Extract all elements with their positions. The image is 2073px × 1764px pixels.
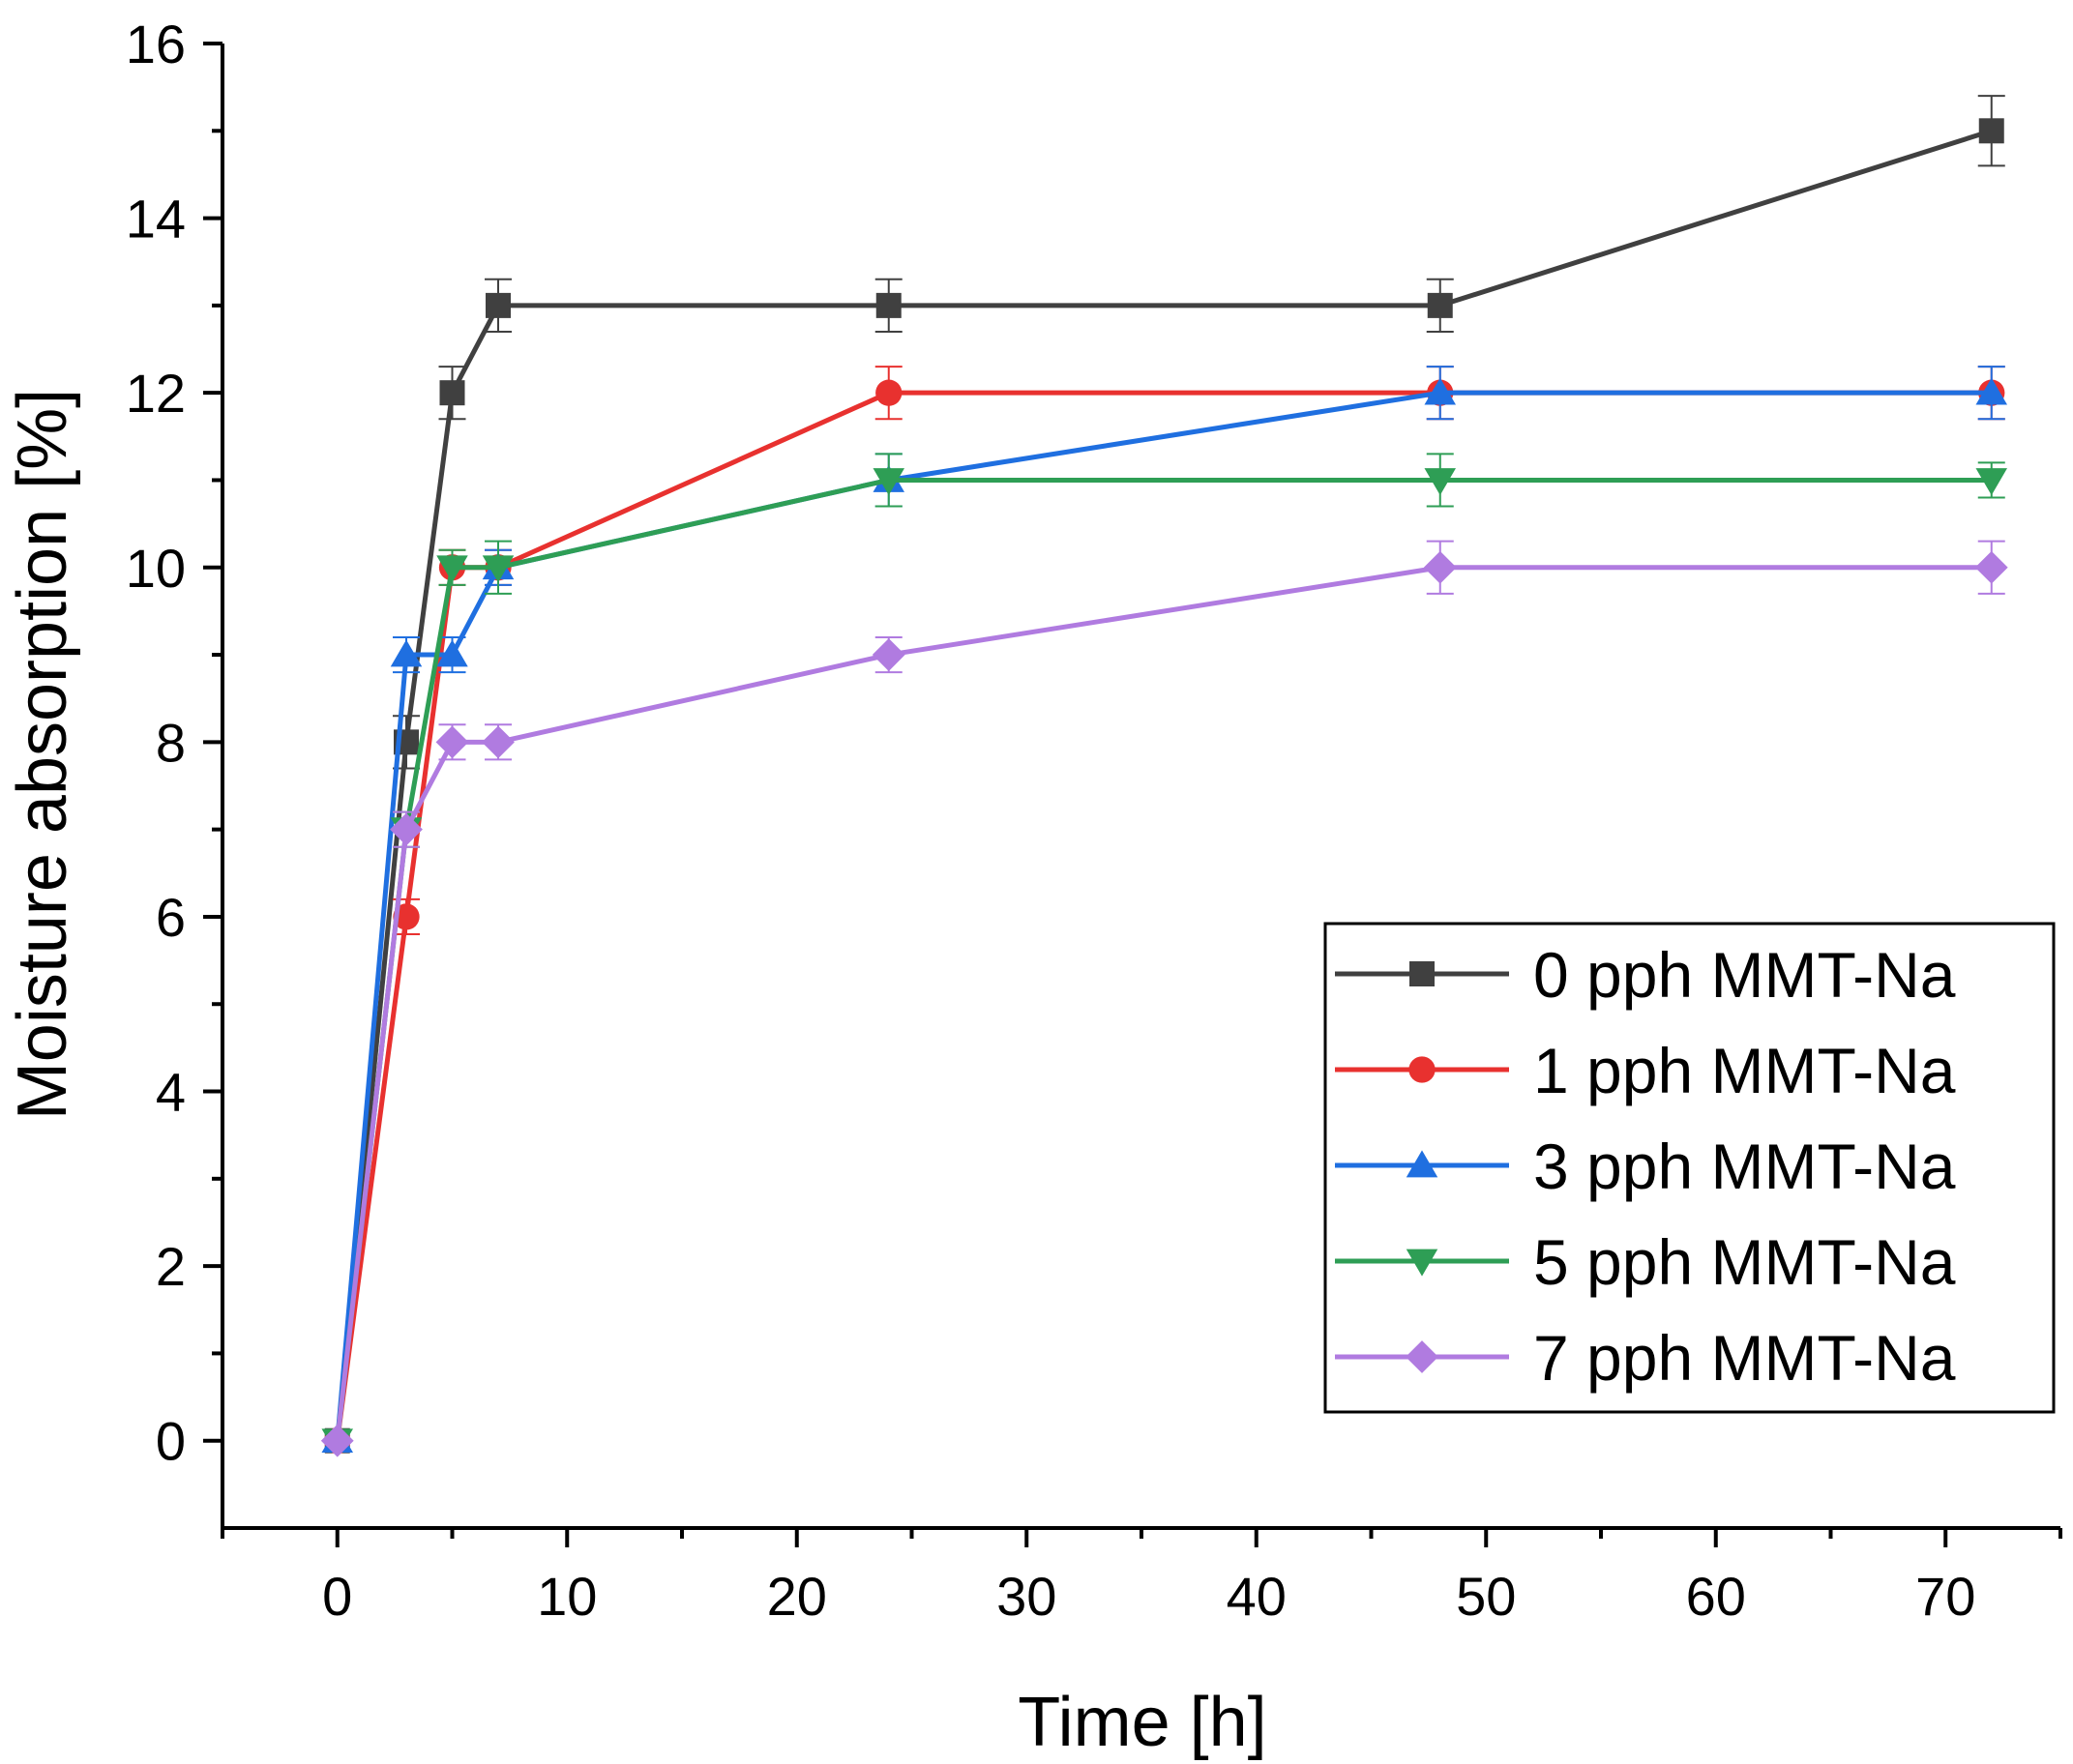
data-point — [875, 379, 903, 406]
x-tick-label: 10 — [537, 1566, 597, 1627]
legend-marker — [1406, 1249, 1438, 1277]
data-point — [1424, 377, 1456, 405]
axes: 0 10 20 30 40 50 60 70 0 2 4 6 8 10 12 14 16 — [126, 14, 2062, 1627]
y-tick-label: 0 — [156, 1411, 186, 1472]
legend-marker — [1408, 1056, 1436, 1083]
y-axis-title: Moisture absorption [%] — [4, 389, 81, 1120]
legend-marker — [1406, 1340, 1438, 1373]
legend-marker — [1409, 961, 1435, 986]
data-point — [1978, 118, 2004, 144]
series-4 — [320, 540, 2008, 1457]
data-point — [1975, 468, 2007, 496]
data-point — [873, 468, 904, 496]
data-point — [872, 638, 905, 671]
plot-area — [320, 95, 2008, 1457]
y-tick-label: 2 — [156, 1236, 186, 1297]
legend-item: 0 pph MMT-Na — [1335, 939, 1956, 1011]
legend-label: 0 pph MMT-Na — [1533, 939, 1956, 1011]
legend: 0 pph MMT-Na 1 pph MMT-Na 3 pph MMT-Na 5 pp… — [1323, 922, 2056, 1414]
data-point — [390, 639, 423, 667]
data-point — [1974, 550, 2008, 584]
y-tick-label: 12 — [126, 363, 186, 424]
data-point — [482, 725, 515, 759]
y-tick-label: 14 — [126, 189, 186, 250]
data-point — [1975, 377, 2007, 405]
data-point — [320, 1424, 354, 1457]
legend-label: 5 pph MMT-Na — [1533, 1226, 1956, 1298]
legend-label: 1 pph MMT-Na — [1533, 1035, 1956, 1106]
x-tick-label: 30 — [996, 1566, 1056, 1627]
legend-item: 1 pph MMT-Na — [1335, 1035, 1956, 1106]
data-point — [875, 292, 902, 318]
data-point — [393, 903, 420, 930]
x-tick-label: 40 — [1227, 1566, 1287, 1627]
legend-item: 7 pph MMT-Na — [1335, 1322, 1956, 1394]
y-tick-label: 6 — [156, 887, 186, 948]
y-tick-label: 10 — [126, 538, 186, 599]
y-tick-label: 4 — [156, 1062, 186, 1123]
legend-label: 3 pph MMT-Na — [1533, 1131, 1956, 1202]
data-point — [1427, 292, 1453, 318]
x-tick-label: 20 — [767, 1566, 827, 1627]
data-point — [436, 639, 468, 667]
legend-label: 7 pph MMT-Na — [1533, 1322, 1956, 1394]
legend-item: 5 pph MMT-Na — [1335, 1226, 1956, 1298]
x-tick-label: 50 — [1456, 1566, 1516, 1627]
legend-marker — [1406, 1150, 1438, 1178]
data-point — [486, 292, 511, 318]
legend-item: 3 pph MMT-Na — [1335, 1131, 1956, 1202]
y-tick-label: 8 — [156, 712, 186, 773]
data-point — [1424, 468, 1456, 496]
x-axis-title: Time [h] — [1018, 1684, 1266, 1761]
data-point — [436, 555, 468, 583]
data-point — [1423, 550, 1457, 584]
data-point — [390, 812, 423, 846]
data-point — [482, 555, 515, 583]
x-tick-label: 0 — [322, 1566, 352, 1627]
data-point — [439, 380, 465, 406]
y-tick-label: 16 — [126, 14, 186, 74]
data-point — [435, 725, 469, 759]
x-tick-label: 70 — [1915, 1566, 1975, 1627]
x-tick-label: 60 — [1686, 1566, 1746, 1627]
